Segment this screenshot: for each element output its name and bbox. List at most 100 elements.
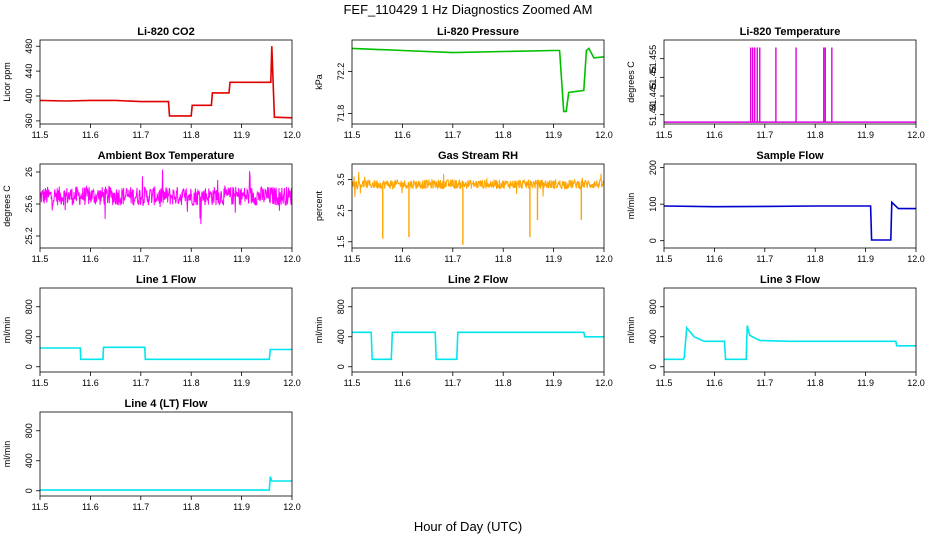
x-tick-label: 11.6: [394, 254, 411, 264]
chart-title: Sample Flow: [756, 150, 824, 162]
y-tick-label: 71.8: [336, 105, 346, 123]
x-tick-label: 12.0: [283, 254, 301, 264]
data-layer: [352, 171, 604, 245]
x-tick-label: 11.7: [132, 378, 149, 388]
figure-title: FEF_110429 1 Hz Diagnostics Zoomed AM: [343, 2, 592, 17]
x-tick-label: 11.8: [183, 254, 200, 264]
y-tick-label: 0: [648, 364, 658, 369]
x-tick-label: 11.5: [32, 254, 49, 264]
x-tick-label: 11.6: [706, 378, 723, 388]
y-tick-label: 400: [648, 329, 658, 344]
y-tick-label: 51.45: [648, 66, 658, 89]
y-tick-label: 3.5: [336, 173, 346, 186]
y-tick-label: 800: [24, 299, 34, 314]
x-tick-label: 11.9: [545, 254, 562, 264]
x-tick-label: 11.5: [344, 254, 361, 264]
y-axis-label: ml/min: [2, 317, 12, 344]
chart-title: Line 4 (LT) Flow: [125, 398, 208, 410]
chart-panel-4: Ambient Box Temperature degrees C 11.5 11.6…: [2, 150, 301, 264]
plot-frame: [663, 287, 917, 373]
plot-frame: [39, 287, 293, 373]
data-layer: [352, 331, 604, 361]
series-line: [352, 47, 604, 113]
y-tick-label: 800: [648, 299, 658, 314]
y-tick-label: 400: [24, 88, 34, 103]
data-layer: [40, 46, 292, 119]
x-tick-label: 11.8: [183, 130, 200, 140]
plot-frame: [663, 163, 917, 249]
plot-frame: [663, 39, 917, 125]
y-axis-label: percent: [314, 190, 324, 221]
series-line: [664, 200, 916, 241]
plot-frame: [351, 287, 605, 373]
chart-title: Gas Stream RH: [438, 150, 518, 162]
y-tick-label: 51.455: [648, 45, 658, 73]
y-axis-label: Licor ppm: [2, 62, 12, 102]
x-tick-label: 11.5: [32, 378, 49, 388]
series-line: [40, 476, 292, 491]
y-tick-label: 200: [648, 160, 658, 175]
x-tick-label: 12.0: [283, 502, 301, 512]
x-tick-label: 11.8: [495, 254, 512, 264]
chart-panel-5: Gas Stream RH percent 11.5 11.6 11.7 11.8 11.9…: [314, 150, 613, 264]
y-axis-label: ml/min: [2, 441, 12, 468]
x-tick-label: 11.5: [656, 378, 673, 388]
x-tick-label: 11.7: [444, 378, 461, 388]
y-tick-label: 1.5: [336, 236, 346, 249]
x-tick-label: 11.9: [545, 378, 562, 388]
y-axis-label: ml/min: [314, 317, 324, 344]
chart-panel-8: Line 2 Flow ml/min 11.5 11.6 11.7 11.8 11.9 12.…: [314, 274, 613, 388]
x-tick-label: 11.9: [857, 254, 874, 264]
data-layer: [40, 169, 292, 225]
x-tick-label: 12.0: [907, 378, 925, 388]
x-tick-label: 11.7: [756, 130, 773, 140]
x-tick-label: 12.0: [283, 378, 301, 388]
x-tick-label: 11.8: [495, 378, 512, 388]
y-axis-label: degrees C: [626, 61, 636, 103]
data-layer: [40, 476, 292, 491]
y-tick-label: 100: [648, 197, 658, 212]
panels-grid: Li-820 CO2 Licor ppm 11.5 11.6 11.7 11.8 11.9 1…: [2, 26, 925, 512]
y-axis-label: ml/min: [626, 317, 636, 344]
y-tick-label: 0: [24, 364, 34, 369]
y-axis-label: kPa: [314, 74, 324, 90]
data-layer: [664, 200, 916, 241]
data-layer: [664, 47, 916, 123]
chart-title: Li-820 Temperature: [740, 26, 841, 38]
chart-title: Li-820 CO2: [137, 26, 194, 38]
y-tick-label: 480: [24, 39, 34, 54]
x-tick-label: 11.8: [183, 502, 200, 512]
chart-title: Line 1 Flow: [136, 274, 196, 286]
figure-x-axis-label: Hour of Day (UTC): [414, 519, 522, 534]
chart-panel-2: Li-820 Pressure kPa 11.5 11.6 11.7 11.8 11.9 12…: [314, 26, 613, 140]
y-axis-label: degrees C: [2, 185, 12, 227]
series-line: [40, 169, 292, 225]
x-tick-label: 11.7: [444, 254, 461, 264]
y-tick-label: 400: [336, 329, 346, 344]
x-tick-label: 11.7: [132, 502, 149, 512]
y-tick-label: 25.6: [24, 195, 34, 213]
x-tick-label: 11.5: [656, 130, 673, 140]
x-tick-label: 11.5: [344, 378, 361, 388]
x-tick-label: 11.9: [233, 130, 250, 140]
x-tick-label: 11.7: [132, 130, 149, 140]
plot-frame: [39, 39, 293, 125]
y-tick-label: 400: [24, 329, 34, 344]
y-axis-label: ml/min: [626, 193, 636, 220]
y-tick-label: 51.445: [648, 82, 658, 110]
x-tick-label: 11.6: [82, 378, 99, 388]
x-tick-label: 11.6: [394, 378, 411, 388]
y-tick-label: 26: [24, 167, 34, 177]
chart-panel-6: Sample Flow ml/min 11.5 11.6 11.7 11.8 11.9 12.…: [626, 150, 925, 264]
plot-frame: [39, 411, 293, 497]
chart-title: Li-820 Pressure: [437, 26, 519, 38]
data-layer: [664, 325, 916, 361]
chart-panel-10: Line 4 (LT) Flow ml/min 11.5 11.6 11.7 11.8 11…: [2, 398, 301, 512]
x-tick-label: 12.0: [907, 130, 925, 140]
x-tick-label: 11.8: [807, 254, 824, 264]
series-line: [352, 331, 604, 361]
x-tick-label: 11.5: [656, 254, 673, 264]
x-tick-label: 11.8: [495, 130, 512, 140]
chart-panel-3: Li-820 Temperature degrees C 11.5 11.6 11.7 1…: [626, 26, 925, 140]
